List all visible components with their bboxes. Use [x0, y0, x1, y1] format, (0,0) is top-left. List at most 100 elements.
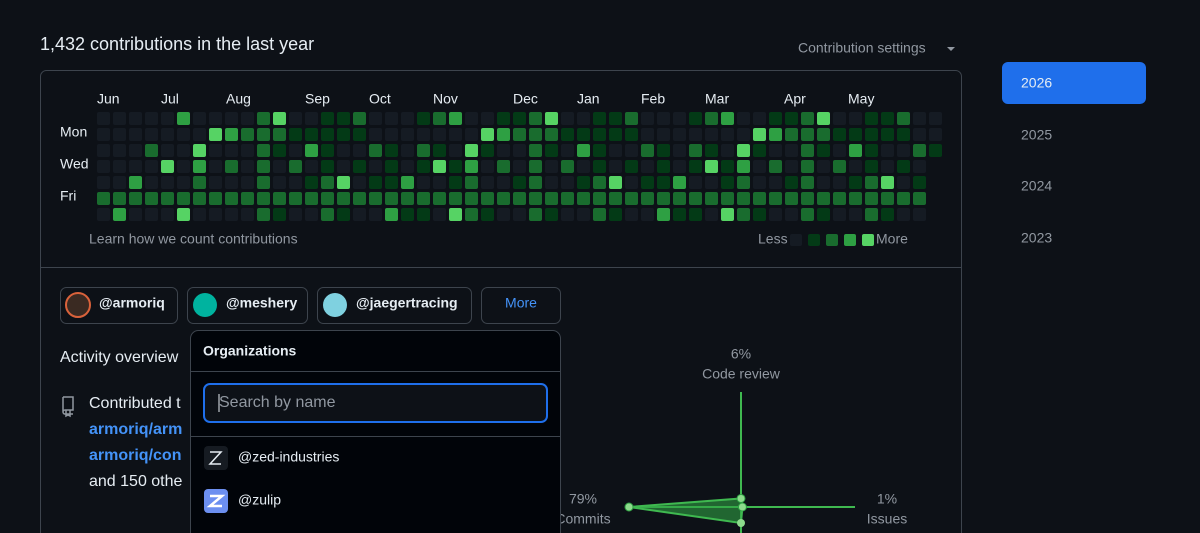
day-cell[interactable]: [273, 160, 286, 173]
day-cell[interactable]: [481, 160, 494, 173]
day-cell[interactable]: [913, 176, 926, 189]
day-cell[interactable]: [465, 144, 478, 157]
day-cell[interactable]: [705, 128, 718, 141]
day-cell[interactable]: [641, 208, 654, 221]
day-cell[interactable]: [369, 192, 382, 205]
day-cell[interactable]: [401, 160, 414, 173]
day-cell[interactable]: [305, 176, 318, 189]
day-cell[interactable]: [609, 176, 622, 189]
day-cell[interactable]: [273, 112, 286, 125]
day-cell[interactable]: [913, 208, 926, 221]
day-cell[interactable]: [849, 112, 862, 125]
day-cell[interactable]: [433, 160, 446, 173]
day-cell[interactable]: [481, 208, 494, 221]
day-cell[interactable]: [577, 192, 590, 205]
day-cell[interactable]: [433, 208, 446, 221]
day-cell[interactable]: [737, 208, 750, 221]
day-cell[interactable]: [577, 144, 590, 157]
day-cell[interactable]: [609, 128, 622, 141]
day-cell[interactable]: [369, 128, 382, 141]
search-placeholder[interactable]: Search by name: [219, 394, 336, 411]
day-cell[interactable]: [289, 192, 302, 205]
day-cell[interactable]: [257, 208, 270, 221]
day-cell[interactable]: [609, 112, 622, 125]
search-input[interactable]: [203, 383, 548, 423]
day-cell[interactable]: [177, 144, 190, 157]
day-cell[interactable]: [865, 208, 878, 221]
day-cell[interactable]: [273, 144, 286, 157]
day-cell[interactable]: [209, 176, 222, 189]
day-cell[interactable]: [609, 160, 622, 173]
day-cell[interactable]: [689, 128, 702, 141]
day-cell[interactable]: [769, 144, 782, 157]
more-button[interactable]: [481, 287, 561, 324]
day-cell[interactable]: [865, 112, 878, 125]
day-cell[interactable]: [113, 160, 126, 173]
day-cell[interactable]: [561, 208, 574, 221]
day-cell[interactable]: [577, 160, 590, 173]
day-cell[interactable]: [337, 144, 350, 157]
day-cell[interactable]: [689, 112, 702, 125]
day-cell[interactable]: [113, 144, 126, 157]
day-cell[interactable]: [705, 208, 718, 221]
day-cell[interactable]: [177, 160, 190, 173]
day-cell[interactable]: [289, 144, 302, 157]
day-cell[interactable]: [561, 192, 574, 205]
day-cell[interactable]: [497, 144, 510, 157]
learn-link[interactable]: Learn how we count contributions: [89, 231, 298, 247]
day-cell[interactable]: [801, 128, 814, 141]
day-cell[interactable]: [881, 176, 894, 189]
day-cell[interactable]: [305, 208, 318, 221]
year-button[interactable]: 2023: [1021, 230, 1052, 246]
day-cell[interactable]: [545, 160, 558, 173]
day-cell[interactable]: [209, 128, 222, 141]
day-cell[interactable]: [705, 112, 718, 125]
day-cell[interactable]: [97, 192, 110, 205]
day-cell[interactable]: [177, 176, 190, 189]
day-cell[interactable]: [737, 112, 750, 125]
day-cell[interactable]: [529, 112, 542, 125]
day-cell[interactable]: [385, 160, 398, 173]
day-cell[interactable]: [305, 112, 318, 125]
day-cell[interactable]: [353, 160, 366, 173]
day-cell[interactable]: [465, 128, 478, 141]
day-cell[interactable]: [401, 112, 414, 125]
day-cell[interactable]: [881, 144, 894, 157]
day-cell[interactable]: [337, 128, 350, 141]
day-cell[interactable]: [657, 144, 670, 157]
day-cell[interactable]: [321, 128, 334, 141]
day-cell[interactable]: [257, 144, 270, 157]
day-cell[interactable]: [689, 144, 702, 157]
day-cell[interactable]: [369, 144, 382, 157]
day-cell[interactable]: [561, 128, 574, 141]
day-cell[interactable]: [833, 208, 846, 221]
day-cell[interactable]: [129, 176, 142, 189]
day-cell[interactable]: [225, 176, 238, 189]
day-cell[interactable]: [289, 128, 302, 141]
day-cell[interactable]: [545, 144, 558, 157]
day-cell[interactable]: [753, 208, 766, 221]
day-cell[interactable]: [881, 128, 894, 141]
day-cell[interactable]: [161, 192, 174, 205]
day-cell[interactable]: [353, 128, 366, 141]
day-cell[interactable]: [913, 160, 926, 173]
day-cell[interactable]: [433, 128, 446, 141]
day-cell[interactable]: [849, 208, 862, 221]
day-cell[interactable]: [785, 128, 798, 141]
day-cell[interactable]: [529, 208, 542, 221]
day-cell[interactable]: [225, 144, 238, 157]
day-cell[interactable]: [753, 144, 766, 157]
org-chip-label[interactable]: @armoriq: [99, 295, 165, 311]
day-cell[interactable]: [273, 176, 286, 189]
day-cell[interactable]: [449, 192, 462, 205]
day-cell[interactable]: [369, 112, 382, 125]
day-cell[interactable]: [161, 160, 174, 173]
more-label[interactable]: More: [505, 295, 537, 311]
day-cell[interactable]: [241, 176, 254, 189]
day-cell[interactable]: [257, 160, 270, 173]
day-cell[interactable]: [113, 208, 126, 221]
day-cell[interactable]: [225, 208, 238, 221]
day-cell[interactable]: [657, 176, 670, 189]
day-cell[interactable]: [337, 192, 350, 205]
day-cell[interactable]: [353, 208, 366, 221]
